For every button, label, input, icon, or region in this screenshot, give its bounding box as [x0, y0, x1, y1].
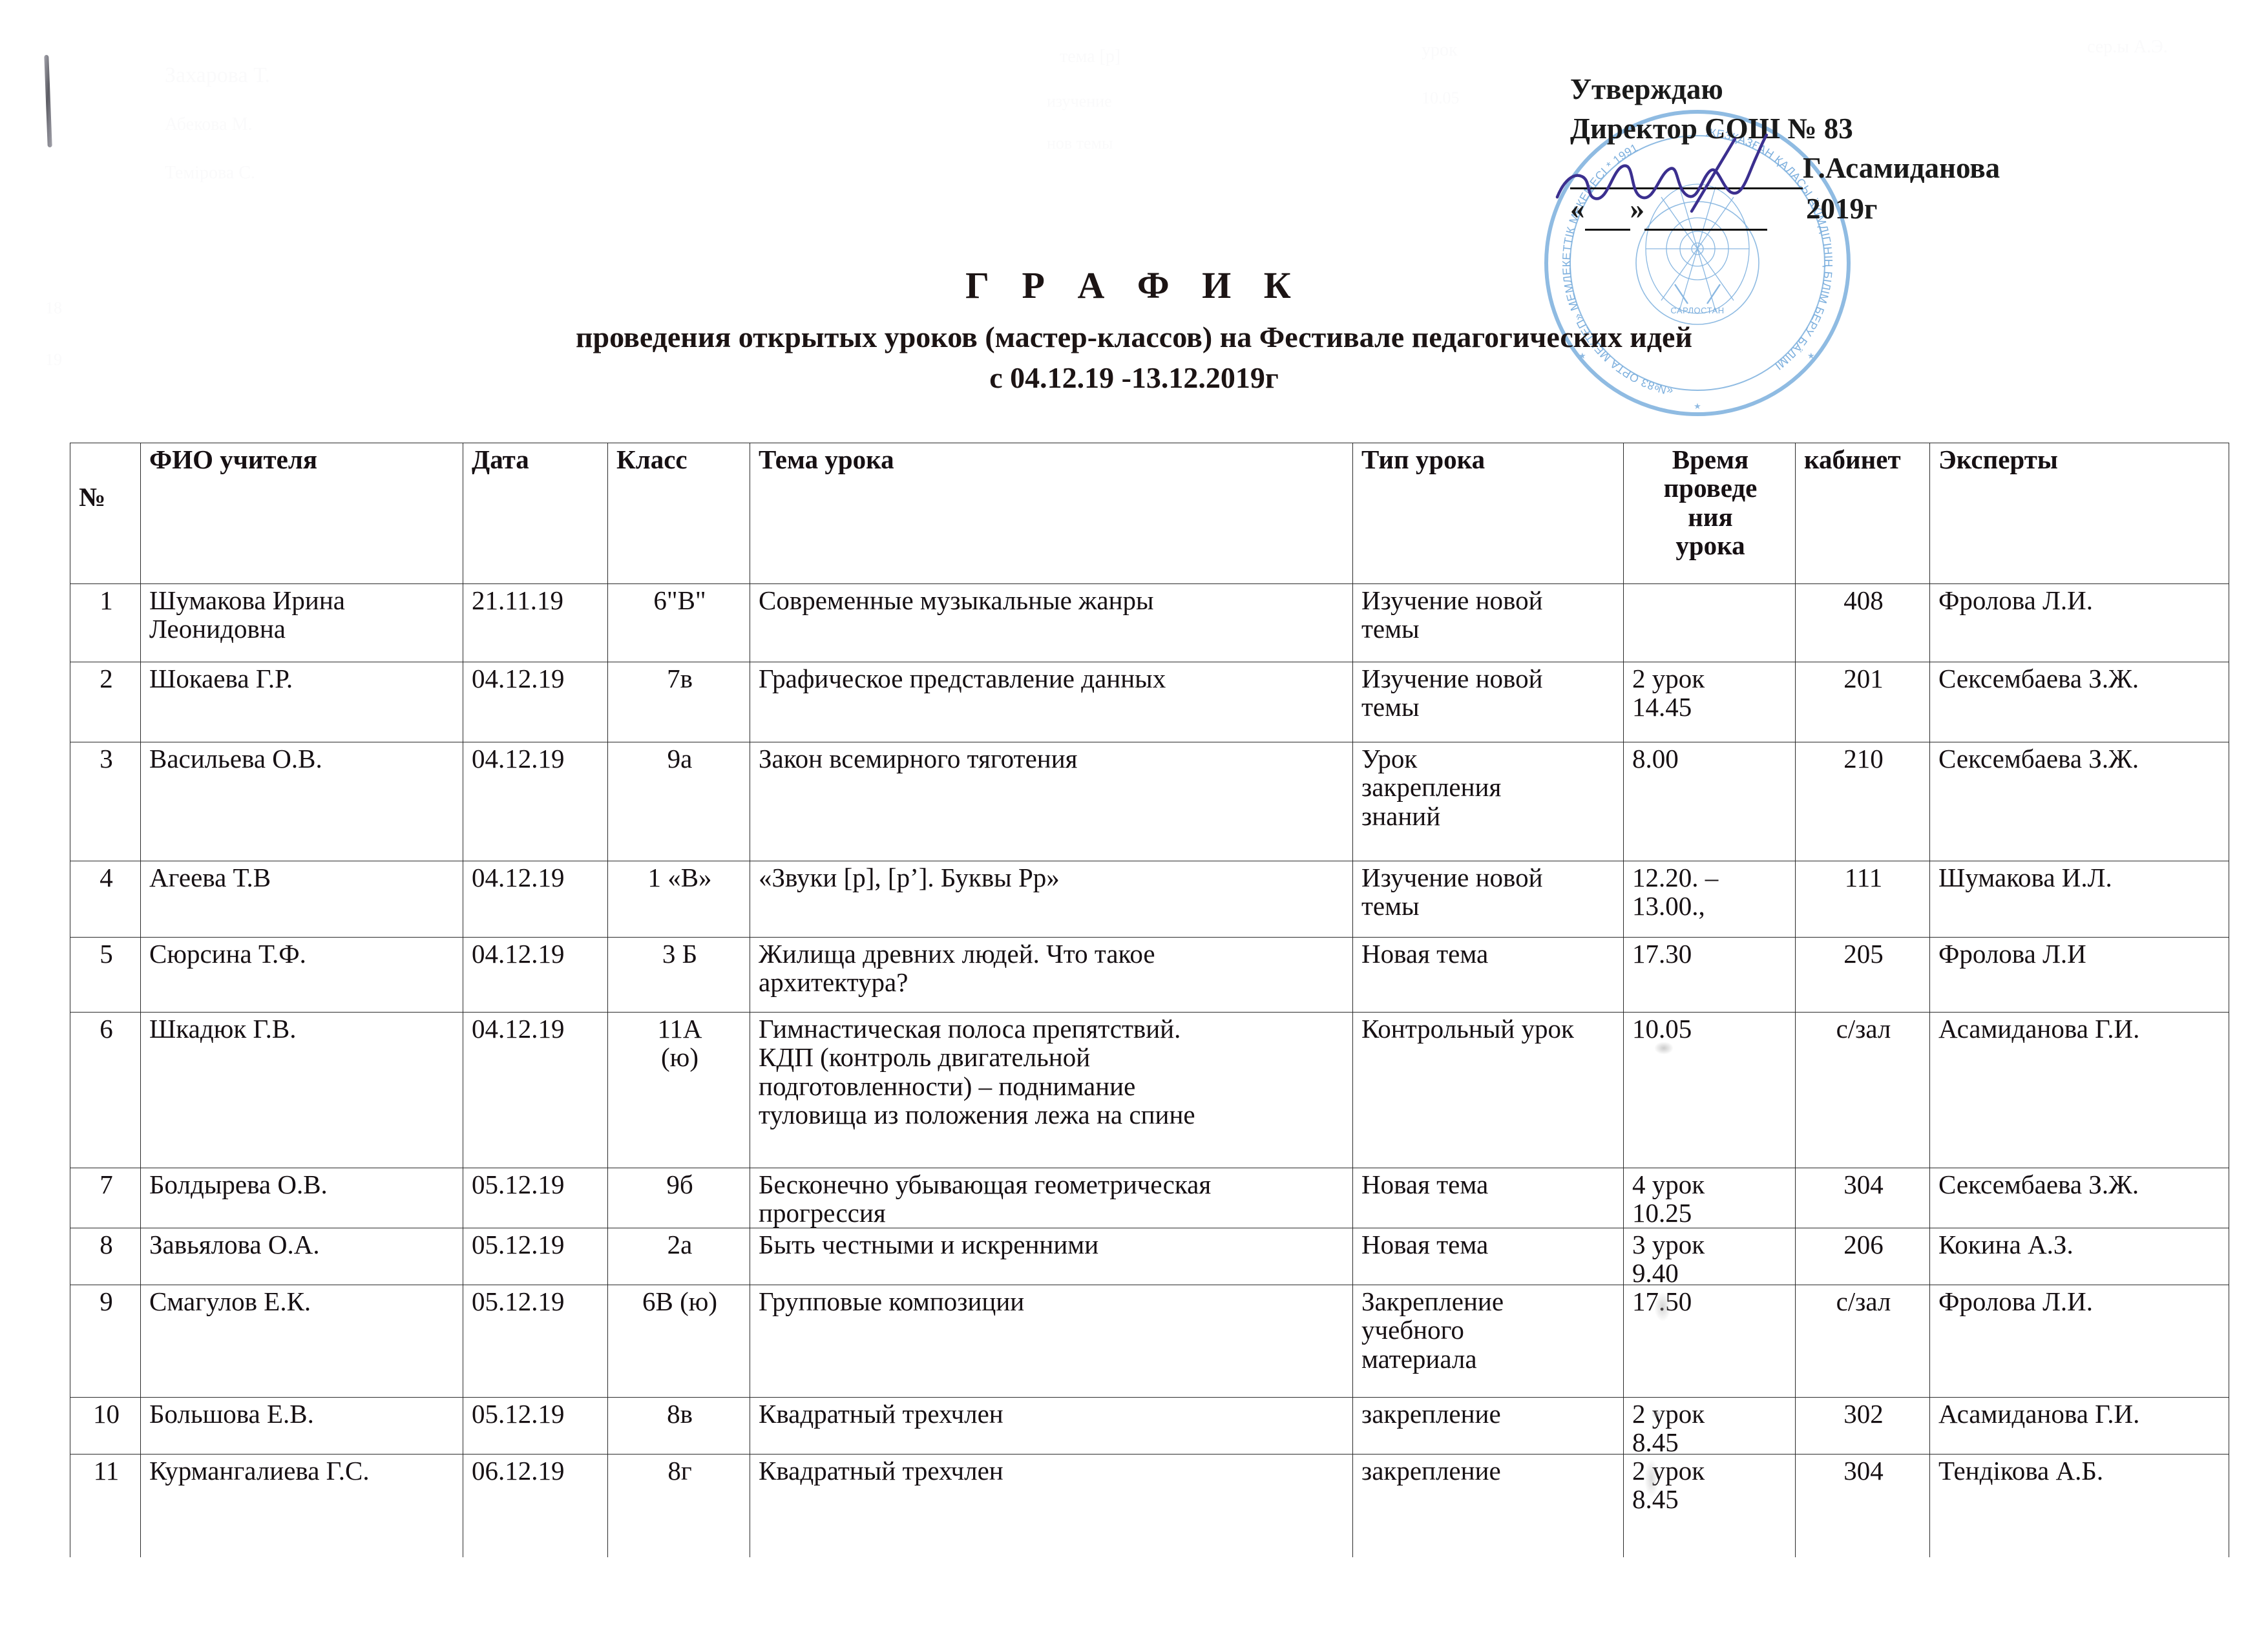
svg-text:★: ★	[1694, 401, 1701, 411]
svg-text:САРЛОСТАН: САРЛОСТАН	[1670, 306, 1724, 315]
